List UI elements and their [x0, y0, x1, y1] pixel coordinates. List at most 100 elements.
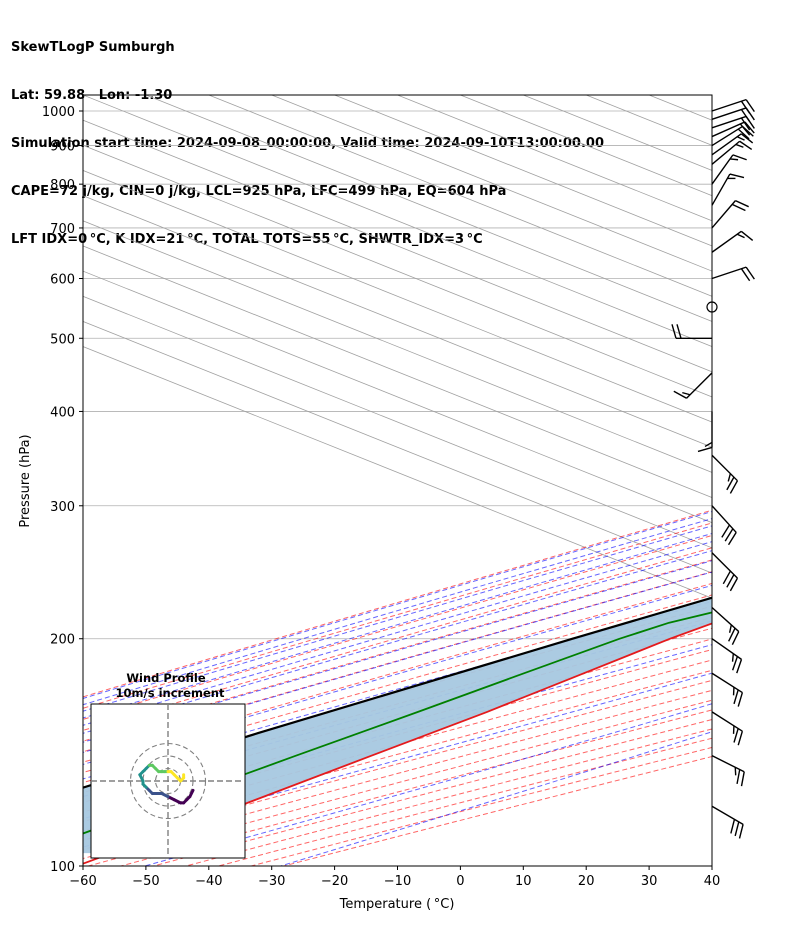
wind-barb — [711, 505, 737, 546]
y-tick-label: 200 — [50, 633, 75, 648]
barb-feather — [671, 324, 677, 339]
y-tick-label: 300 — [50, 500, 75, 515]
y-tick-label: 500 — [50, 332, 75, 347]
isotherm-line — [586, 95, 712, 146]
barb-feather — [740, 268, 751, 282]
barb-feather — [735, 199, 749, 208]
barb-feather — [726, 476, 735, 491]
barb-feather — [737, 692, 744, 707]
x-tick-label: 40 — [704, 874, 721, 889]
barb-staff — [711, 638, 742, 660]
wind-barb — [711, 755, 745, 787]
barb-staff — [711, 125, 743, 147]
barb-staff — [711, 133, 742, 156]
barb-staff — [711, 505, 737, 533]
barb-feather — [729, 480, 739, 494]
x-tick-label: −30 — [258, 874, 285, 889]
barb-feather — [673, 390, 687, 399]
x-tick-label: −40 — [195, 874, 222, 889]
x-tick-label: 20 — [578, 874, 595, 889]
isotherm-line — [334, 95, 712, 247]
barb-feather — [721, 524, 731, 538]
isotherm-line — [460, 95, 712, 197]
plot-header: SkewTLogP Sumburgh Lat: 59.88 Lon: -1.30… — [11, 8, 604, 264]
barb-staff — [711, 140, 741, 165]
isotherm-line — [83, 346, 712, 599]
barb-feather — [736, 659, 743, 674]
isotherm-line — [83, 144, 712, 398]
isotherm-line — [648, 95, 712, 121]
x-tick-label: −50 — [132, 874, 159, 889]
barb-staff — [711, 711, 743, 732]
barb-feather — [734, 821, 740, 837]
barb-staff — [711, 755, 745, 773]
isotherm-line — [208, 95, 712, 297]
barb-feather — [745, 116, 755, 129]
barb-feather — [730, 819, 736, 834]
wind-barb — [711, 115, 755, 131]
wind-barb — [711, 805, 744, 839]
x-tick-label: −60 — [69, 874, 96, 889]
wind-barb — [711, 454, 739, 494]
wind-barb — [711, 606, 740, 645]
x-tick-label: 0 — [456, 874, 464, 889]
barb-staff — [711, 107, 747, 120]
wind-barb — [711, 711, 744, 746]
wind-barb — [711, 638, 743, 674]
barb-feather — [740, 133, 754, 144]
profile-layer — [83, 596, 712, 865]
barb-feather — [697, 446, 713, 453]
barb-feather — [731, 656, 739, 671]
cape-line: CAPE=72 j/kg, CIN=0 j/kg, LCL=925 hPa, L… — [11, 184, 507, 199]
barb-feather — [733, 689, 739, 705]
dry-adiabat-line — [83, 509, 712, 698]
moist-adiabat-line — [83, 541, 712, 726]
barb-feather — [737, 731, 744, 746]
barb-feather — [729, 173, 745, 179]
barb-feather — [676, 324, 682, 339]
wind-barb — [711, 154, 747, 185]
y-tick-label: 100 — [50, 860, 75, 875]
y-tick-label: 1000 — [42, 105, 75, 120]
axis-ticks: −60 −50 −40 −30 −20 −10 0 10 20 30 40 100 200 300 400 5… — [42, 105, 720, 889]
moist-adiabat-line — [83, 525, 712, 712]
dewpoint-line — [83, 611, 712, 835]
isotherm-line — [83, 295, 712, 549]
barb-staff — [711, 173, 731, 206]
barb-feather — [740, 117, 751, 131]
barb-staff — [711, 805, 744, 825]
hodograph-title: Wind Profile — [126, 671, 206, 685]
x-tick-label: −10 — [384, 874, 411, 889]
barb-staff — [711, 154, 734, 185]
isotherm-line — [83, 321, 712, 574]
isotherm-line — [83, 170, 712, 423]
barb-staff — [711, 115, 747, 129]
isotherm-line — [83, 270, 712, 524]
barb-feather — [727, 532, 737, 546]
barb-feather — [740, 771, 745, 787]
barb-staff — [711, 454, 738, 482]
wind-barb — [711, 199, 749, 229]
hodograph-subtitle: 10m/s increment — [116, 686, 225, 700]
barb-feather — [742, 125, 754, 137]
wind-barb — [711, 266, 755, 282]
isotherm-line — [145, 95, 712, 322]
temperature-line — [83, 622, 712, 865]
y-tick-label: 400 — [50, 405, 75, 420]
isotherm-line — [83, 245, 712, 498]
isotherm-line — [523, 95, 712, 171]
barb-feather — [722, 570, 731, 585]
barb-feather — [728, 624, 733, 633]
barb-feather — [731, 631, 740, 645]
barb-staff — [711, 606, 740, 633]
isotherm-line — [83, 220, 712, 473]
y-tick-label: 900 — [50, 140, 75, 155]
title-line: SkewTLogP Sumburgh — [11, 40, 175, 55]
isotherm-line — [83, 195, 712, 448]
barb-staff — [711, 672, 743, 694]
wind-barb — [711, 552, 739, 592]
y-tick-label: 700 — [50, 222, 75, 237]
barb-feather — [729, 577, 739, 592]
y-tick-label: 600 — [50, 272, 75, 287]
